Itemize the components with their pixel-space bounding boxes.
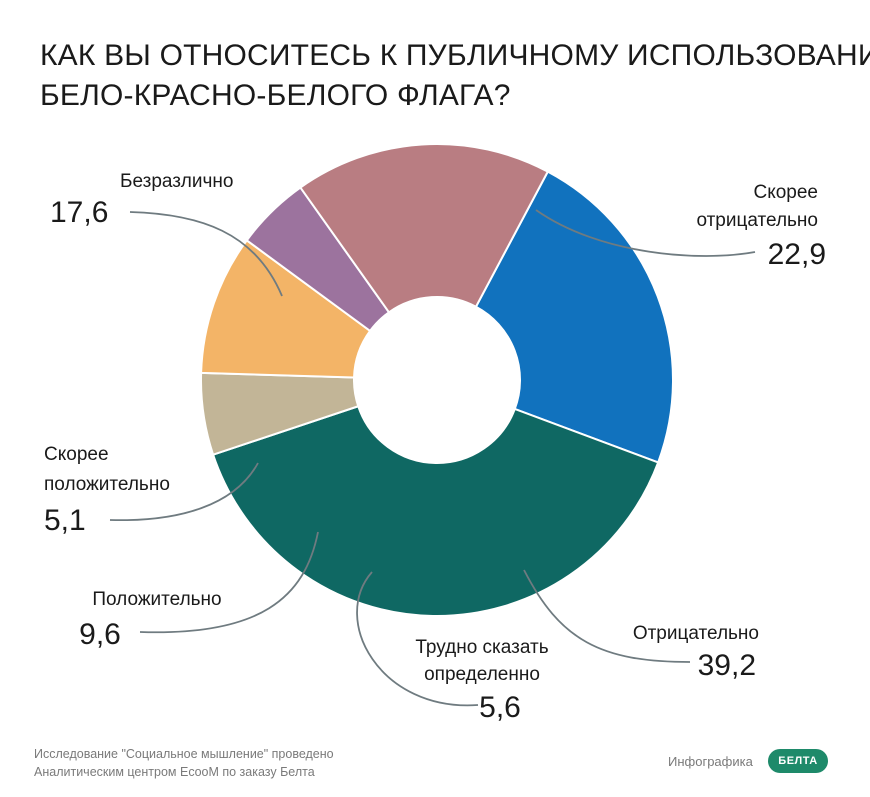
- source-note-line-2: Аналитическим центром EcooM по заказу Бе…: [34, 765, 315, 779]
- category-label-скорее-отрицательно-line-2: отрицательно: [696, 210, 818, 231]
- leader-line-положительно: [139, 531, 319, 634]
- category-label-отрицательно-line-1: Отрицательно: [633, 623, 759, 644]
- category-label-скорее-отрицательно-line-1: Скорее: [753, 182, 818, 203]
- category-label-скорее-положительно-line-2: положительно: [44, 474, 170, 495]
- credit-text: Инфографика: [668, 754, 753, 769]
- leader-line-скорее-отрицательно: [535, 209, 756, 257]
- source-note: Исследование "Социальное мышление" прове…: [34, 745, 454, 781]
- leader-line-отрицательно: [523, 569, 691, 663]
- category-label-трудно-сказать-определенно-line-1: Трудно сказать: [415, 637, 548, 658]
- leader-lines: [109, 209, 756, 707]
- value-label-отрицательно: 39,2: [698, 649, 756, 682]
- chart-title-line-2: БЕЛО-КРАСНО-БЕЛОГО ФЛАГА?: [40, 79, 511, 112]
- source-note-line-1: Исследование "Социальное мышление" прове…: [34, 747, 334, 761]
- value-label-безразлично: 17,6: [50, 196, 108, 229]
- chart-title-line-1: КАК ВЫ ОТНОСИТЕСЬ К ПУБЛИЧНОМУ ИСПОЛЬЗОВ…: [40, 39, 870, 72]
- logo-text: БЕЛТА: [778, 755, 818, 767]
- value-label-скорее-отрицательно: 22,9: [768, 238, 826, 271]
- slice-labels: Скорее отрицательно 22,9 Отрицательно 39,2 Тр…: [44, 171, 826, 724]
- belta-logo: БЕЛТА: [768, 749, 828, 773]
- category-label-трудно-сказать-определенно-line-2: определенно: [424, 664, 540, 685]
- chart-title: КАК ВЫ ОТНОСИТЕСЬ К ПУБЛИЧНОМУ ИСПОЛЬЗОВ…: [40, 36, 870, 116]
- category-label-безразлично-line-1: Безразлично: [120, 171, 233, 192]
- category-label-положительно-line-1: Положительно: [92, 589, 221, 610]
- slice-положительно: [200, 238, 372, 379]
- slice-скорее-отрицательно: [474, 170, 674, 464]
- value-label-скорее-положительно: 5,1: [44, 504, 86, 537]
- leader-line-скорее-положительно: [109, 462, 259, 522]
- value-label-трудно-сказать-определенно: 5,6: [479, 691, 521, 724]
- slice-безразлично: [299, 143, 550, 314]
- donut-slices: [200, 143, 674, 617]
- slice-отрицательно: [211, 404, 660, 617]
- category-label-скорее-положительно-line-1: Скорее: [44, 444, 109, 465]
- leader-line-трудно-сказать-определенно: [356, 571, 479, 707]
- value-label-положительно: 9,6: [79, 618, 121, 651]
- leader-line-безразлично: [129, 211, 283, 297]
